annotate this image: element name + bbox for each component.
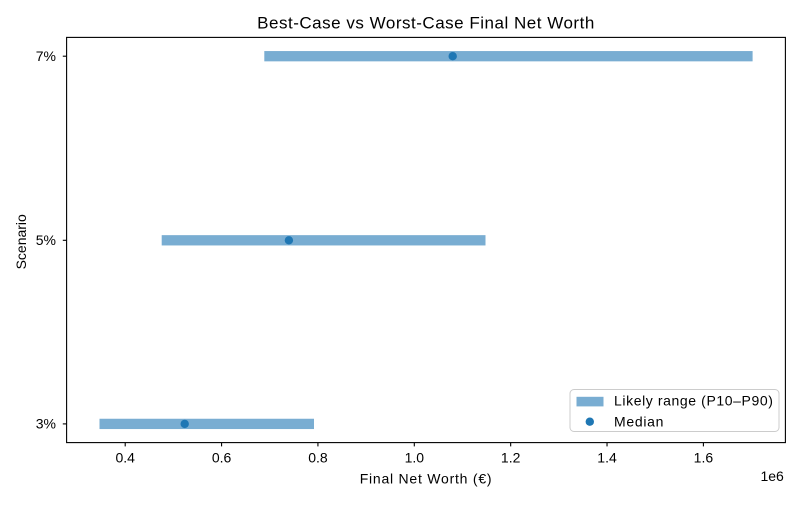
svg-text:1.0: 1.0 (405, 450, 425, 466)
svg-text:Scenario: Scenario (13, 214, 29, 269)
svg-text:Best-Case vs Worst-Case Final: Best-Case vs Worst-Case Final Net Worth (257, 13, 595, 32)
svg-text:7%: 7% (36, 48, 56, 64)
svg-text:3%: 3% (36, 416, 56, 432)
svg-text:1e6: 1e6 (760, 468, 784, 484)
svg-text:0.8: 0.8 (308, 450, 328, 466)
svg-text:Final Net Worth (€): Final Net Worth (€) (360, 471, 493, 487)
svg-text:0.4: 0.4 (115, 450, 135, 466)
svg-text:1.6: 1.6 (694, 450, 714, 466)
svg-text:Likely range (P10–P90): Likely range (P10–P90) (614, 392, 774, 408)
svg-text:1.4: 1.4 (597, 450, 617, 466)
svg-text:5%: 5% (36, 232, 56, 248)
svg-text:Median: Median (614, 414, 664, 430)
svg-text:1.2: 1.2 (501, 450, 521, 466)
svg-text:0.6: 0.6 (212, 450, 232, 466)
